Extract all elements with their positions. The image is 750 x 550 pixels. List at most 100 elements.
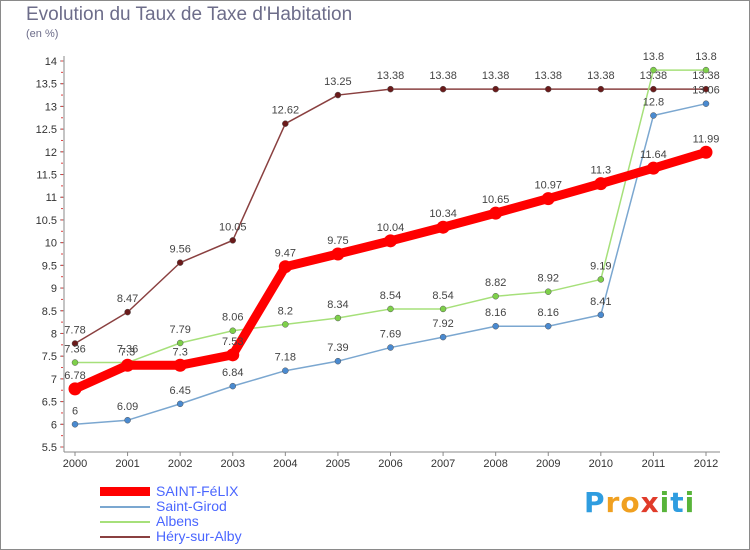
x-tick-label: 2009 — [536, 458, 560, 470]
chart-title: Evolution du Taux de Taxe d'Habitation — [26, 4, 353, 25]
chart-subtitle: (en %) — [26, 28, 59, 40]
data-label: 7.53 — [222, 336, 243, 348]
data-point — [650, 85, 657, 93]
data-point — [702, 100, 710, 107]
data-label: 11.99 — [693, 133, 720, 145]
data-point — [229, 382, 236, 390]
data-label: 7.36 — [64, 344, 85, 356]
data-label: 8.2 — [278, 305, 293, 317]
data-point — [282, 120, 289, 127]
data-label: 6.84 — [222, 367, 243, 379]
data-point — [597, 276, 605, 283]
data-point — [334, 357, 342, 365]
data-point — [176, 400, 184, 408]
y-tick-label: 13 — [45, 101, 57, 113]
y-tick-label: 10.5 — [36, 215, 57, 227]
logo-letter: i — [659, 486, 671, 519]
data-point — [545, 288, 552, 295]
data-point — [597, 311, 605, 319]
data-point — [702, 85, 710, 93]
data-label: 6.78 — [64, 370, 85, 382]
data-label: 8.06 — [222, 312, 243, 324]
data-label: 7.78 — [64, 324, 85, 336]
data-label: 10.97 — [534, 180, 562, 192]
x-tick-label: 2007 — [431, 458, 455, 470]
data-label: 9.56 — [169, 244, 190, 256]
data-point — [699, 145, 713, 159]
y-tick-label: 13.5 — [36, 79, 57, 91]
data-point — [436, 220, 450, 234]
data-point — [492, 322, 499, 330]
logo-letter: P — [584, 486, 606, 519]
data-label: 8.16 — [485, 307, 506, 319]
proxiti-logo: Proxiti — [584, 486, 695, 519]
series-line — [74, 69, 707, 364]
data-label: 7.69 — [380, 329, 401, 341]
legend-label-saint-felix: SAINT-FéLIX — [156, 483, 239, 499]
logo-letter: i — [684, 486, 696, 519]
data-label: 13.38 — [377, 70, 405, 82]
data-point — [278, 260, 292, 274]
data-point — [541, 192, 555, 206]
legend-item-saint-girod: Saint-Girod — [100, 499, 242, 514]
x-tick-label: 2008 — [483, 458, 507, 470]
data-point — [439, 305, 447, 313]
data-point — [173, 358, 187, 372]
y-tick-label: 5.5 — [42, 442, 57, 454]
data-point — [439, 85, 447, 93]
data-point — [124, 416, 131, 424]
legend-swatch-saint-felix — [100, 487, 150, 496]
data-label: 10.65 — [482, 194, 510, 206]
x-tick-label: 2004 — [273, 458, 297, 470]
data-point — [71, 359, 79, 366]
legend-item-saint-felix: SAINT-FéLIX — [100, 484, 242, 499]
x-tick-label: 2011 — [642, 458, 666, 470]
data-label: 7.3 — [173, 346, 188, 358]
data-point — [489, 206, 503, 220]
data-label: 7.3 — [120, 346, 135, 358]
data-label: 11.3 — [591, 165, 612, 177]
data-label: 8.82 — [485, 277, 506, 289]
y-tick-label: 9 — [51, 283, 57, 295]
data-label: 11.64 — [640, 149, 667, 161]
x-tick-label: 2010 — [589, 458, 613, 470]
data-point — [650, 112, 657, 119]
data-label: 6.09 — [117, 401, 138, 413]
data-point — [229, 237, 236, 244]
x-tick-label: 2001 — [115, 458, 139, 470]
data-point — [545, 85, 552, 93]
data-label: 13.38 — [534, 70, 562, 82]
data-label: 7.79 — [169, 324, 190, 336]
data-point — [702, 66, 710, 74]
y-tick-label: 7.5 — [42, 351, 57, 363]
data-label: 8.34 — [327, 299, 348, 311]
logo-letter: t — [670, 486, 685, 519]
data-label: 7.92 — [432, 318, 453, 330]
legend-label-saint-girod: Saint-Girod — [156, 498, 227, 514]
data-label: 13.38 — [482, 70, 510, 82]
data-label: 12.62 — [272, 105, 300, 117]
data-point — [282, 367, 289, 374]
y-tick-label: 10 — [45, 238, 57, 250]
legend-item-hery-sur-alby: Héry-sur-Alby — [100, 529, 242, 544]
x-tick-label: 2000 — [63, 458, 87, 470]
x-tick-label: 2006 — [378, 458, 402, 470]
y-tick-label: 6 — [51, 419, 57, 431]
data-point — [71, 340, 79, 347]
data-label: 13.8 — [643, 51, 664, 63]
data-point — [492, 292, 499, 300]
x-tick-label: 2012 — [694, 458, 718, 470]
data-point — [384, 234, 397, 248]
legend-item-albens: Albens — [100, 514, 242, 529]
legend-swatch-saint-girod — [100, 505, 150, 508]
data-point — [176, 259, 184, 266]
y-tick-label: 6.5 — [42, 397, 57, 409]
data-point — [331, 247, 345, 261]
data-label: 8.41 — [590, 296, 611, 308]
data-label: 8.16 — [538, 307, 559, 319]
data-label: 7.39 — [327, 342, 348, 354]
data-label: 12.8 — [643, 96, 664, 108]
data-point — [176, 339, 184, 347]
data-point — [121, 358, 135, 372]
data-point — [387, 344, 394, 351]
